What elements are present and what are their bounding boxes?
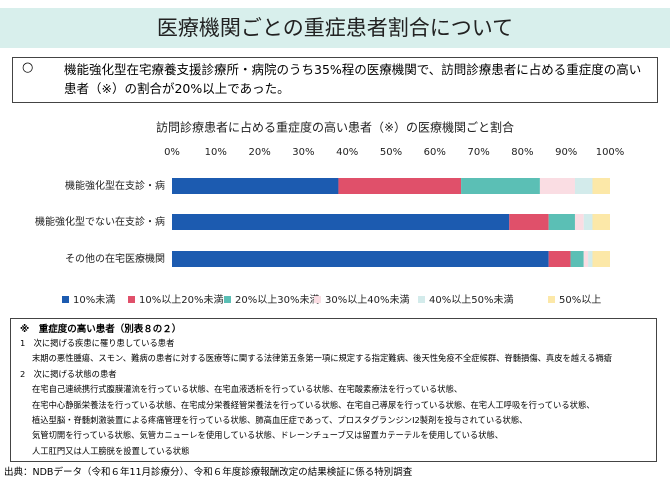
title-band	[0, 8, 670, 48]
legend-swatch	[548, 296, 555, 303]
bar-segment	[583, 251, 589, 267]
bar-segment	[583, 214, 593, 230]
bar-segment	[548, 251, 571, 267]
legend-label: 20%以上30%未満	[235, 294, 319, 306]
bar-segment	[570, 251, 584, 267]
x-tick-label: 50%	[380, 147, 402, 158]
legend-swatch	[128, 296, 135, 303]
summary-bullet: ○	[22, 60, 34, 75]
chart: 訪問診療患者に占める重症度の高い患者（※）の医療機関ごと割合 0% 10% 20% 3…	[35, 120, 625, 307]
bar-segment	[592, 178, 610, 194]
note-line: 在宅自己連続携行式腹膜灌流を行っている状態、在宅血液透析を行っている状態、在宅酸…	[32, 384, 463, 395]
note-line: 2 次に掲げる状態の患者	[20, 368, 117, 379]
chart-title: 訪問診療患者に占める重症度の高い患者（※）の医療機関ごと割合	[156, 120, 514, 135]
x-tick-label: 0%	[164, 147, 180, 158]
category-label: 機能強化型でない在支診・病	[35, 215, 165, 228]
note-line: 1 次に掲げる疾患に罹り患している患者	[20, 338, 175, 348]
note-line: 人工肛門又は人工膀胱を設置している状態	[32, 445, 190, 456]
bar-segment	[172, 251, 549, 267]
category-label: 機能強化型在支診・病	[65, 179, 165, 192]
bar-segment	[574, 178, 593, 194]
x-tick-label: 100%	[596, 147, 625, 158]
x-tick-label: 40%	[336, 147, 358, 158]
source: 出典：NDBデータ（令和６年11月診療分）、令和６年度診療報酬改定の結果検証に係…	[4, 467, 413, 478]
note-line: 末期の悪性腫瘍、スモン、難病の患者に対する医療等に関する法律第五条第一項に規定す…	[32, 353, 613, 364]
legend-label: 50%以上	[559, 294, 601, 306]
bar-segment	[461, 178, 540, 194]
x-tick-label: 10%	[205, 147, 227, 158]
bar-segment	[509, 214, 549, 230]
x-tick-label: 30%	[292, 147, 314, 158]
notes-title: ※ 重症度の高い患者（別表８の２）	[20, 324, 182, 335]
legend-swatch	[224, 296, 231, 303]
category-label: その他の在宅医療機関	[65, 252, 165, 265]
note-line: 気管切開を行っている状態、気管カニューレを使用している状態、ドレーンチューブ又は…	[32, 430, 504, 441]
bar-segment	[588, 251, 593, 267]
legend-label: 40%以上50%未満	[429, 294, 513, 306]
notes-lines: 1 次に掲げる疾患に罹り患している患者末期の悪性腫瘍、スモン、難病の患者に対する…	[20, 336, 652, 459]
bar-segment	[539, 178, 575, 194]
bar-segment	[592, 214, 610, 230]
bar-segment	[592, 251, 610, 267]
note-line: 植込型脳・脊髄刺激装置による疼痛管理を行っている状態、肺高血圧症であって、プロス…	[32, 414, 528, 425]
x-tick-label: 80%	[511, 147, 533, 158]
legend-swatch	[314, 296, 321, 303]
bar-segment	[338, 178, 462, 194]
slide-title: 医療機関ごとの重症患者割合について	[156, 16, 514, 40]
bar-segment	[574, 214, 584, 230]
bar-segment	[172, 214, 510, 230]
legend-swatch	[62, 296, 69, 303]
summary-text: 機能強化型在宅療養支援診療所・病院のうち35%程の医療機関で、訪問診療患者に占め…	[64, 62, 642, 96]
x-tick-label: 60%	[424, 147, 446, 158]
legend-swatch	[418, 296, 425, 303]
notes-box	[10, 318, 657, 462]
x-tick-label: 20%	[248, 147, 270, 158]
note-line: 在宅中心静脈栄養法を行っている状態、在宅成分栄養経管栄養法を行っている状態、在宅…	[32, 399, 595, 410]
bar-segment	[548, 214, 575, 230]
legend-label: 10%以上20%未満	[139, 294, 223, 306]
legend-label: 10%未満	[73, 294, 115, 306]
x-tick-label: 70%	[467, 147, 489, 158]
bar-segment	[172, 178, 339, 194]
x-tick-label: 90%	[555, 147, 577, 158]
legend-label: 30%以上40%未満	[325, 294, 409, 306]
summary-box	[12, 57, 658, 103]
